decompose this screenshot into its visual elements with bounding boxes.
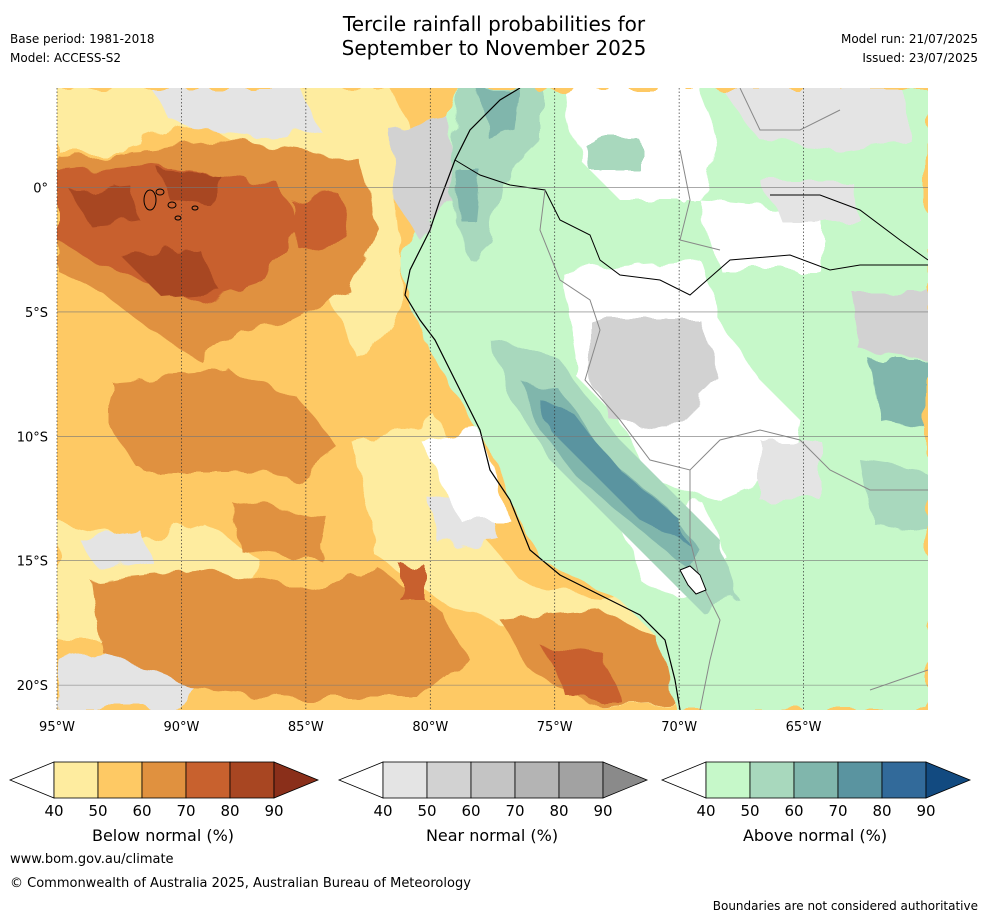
- longitude-label: 70°W: [661, 720, 697, 735]
- colorbar-segment: [705, 761, 751, 799]
- colorbar-segment: [97, 761, 143, 799]
- amazon-river: [454, 159, 928, 296]
- title-line-1: Tercile rainfall probabilities for: [342, 12, 646, 36]
- colorbar-segment: [514, 761, 560, 799]
- colorbar-lower-extend: [660, 761, 707, 799]
- probability-shading: [57, 88, 928, 710]
- colorbar-lower-extend: [337, 761, 384, 799]
- colorbar-tick-label: 70: [505, 802, 524, 820]
- colorbar-tick-label: 80: [220, 802, 239, 820]
- base-period: Base period: 1981-2018: [10, 32, 155, 46]
- colorbar-segment: [749, 761, 795, 799]
- colorbar-tick-label: 90: [264, 802, 283, 820]
- longitude-label: 95°W: [39, 720, 75, 735]
- colorbar-segment: [229, 761, 275, 799]
- colorbar-tick-label: 70: [176, 802, 195, 820]
- colorbar-tick-label: 50: [740, 802, 759, 820]
- colorbar-tick-label: 40: [696, 802, 715, 820]
- latitude-label: 20°S: [17, 679, 48, 694]
- colorbar-tick-label: 90: [593, 802, 612, 820]
- latitude-label: 0°: [33, 182, 48, 197]
- below-normal-colorbar: 40 50 60 70 80 90: [8, 761, 320, 820]
- colorbar-segment: [426, 761, 472, 799]
- above-normal-label: Above normal (%): [742, 826, 888, 845]
- latitude-label: 10°S: [17, 430, 48, 445]
- national-borders: [539, 189, 928, 491]
- colorbar-tick-label: 50: [88, 802, 107, 820]
- colorbar-tick-label: 50: [417, 802, 436, 820]
- coastline: [404, 88, 681, 710]
- colorbar-lower-extend: [8, 761, 55, 799]
- map-title: Tercile rainfall probabilities for Septe…: [0, 12, 988, 60]
- colorbar-tick-label: 70: [828, 802, 847, 820]
- colorbar-segment: [558, 761, 604, 799]
- latitude-labels: 0° 5°S 10°S 15°S 20°S: [17, 182, 48, 695]
- colorbar-segment: [470, 761, 516, 799]
- latitude-label: 5°S: [25, 306, 48, 321]
- colorbar-tick-label: 60: [461, 802, 480, 820]
- copyright-text: © Commonwealth of Australia 2025, Austra…: [10, 876, 471, 891]
- colorbar-segment: [185, 761, 231, 799]
- near-normal-colorbar: 40 50 60 70 80 90: [337, 761, 649, 820]
- longitude-label: 65°W: [786, 720, 822, 735]
- longitude-label: 90°W: [163, 720, 199, 735]
- title-line-2: September to November 2025: [341, 36, 647, 60]
- colorbars: 40 50 60 70 80 90 40 50 60 70 80 90 40 50 60 70 80 90: [8, 761, 972, 820]
- colorbar-segment: [53, 761, 99, 799]
- colorbar-upper-extend: [925, 761, 972, 799]
- colorbar-tick-label: 90: [916, 802, 935, 820]
- colorbar-tick-label: 80: [872, 802, 891, 820]
- colorbar-segment: [382, 761, 428, 799]
- galapagos-islands: [143, 188, 199, 221]
- colorbar-segment: [837, 761, 883, 799]
- longitude-labels: 95°W 90°W 85°W 80°W 75°W 70°W 65°W: [39, 720, 822, 735]
- near-normal-label: Near normal (%): [425, 826, 559, 845]
- colorbar-segment: [881, 761, 927, 799]
- longitude-label: 80°W: [412, 720, 448, 735]
- colorbar-tick-label: 60: [784, 802, 803, 820]
- colorbar-tick-label: 60: [132, 802, 151, 820]
- latitude-label: 15°S: [17, 555, 48, 570]
- colorbar-tick-label: 40: [44, 802, 63, 820]
- below-normal-label: Below normal (%): [91, 826, 235, 845]
- colorbar-upper-extend: [602, 761, 649, 799]
- map-frame: [57, 88, 928, 710]
- lake-titicaca: [679, 565, 707, 595]
- colorbar-segment: [793, 761, 839, 799]
- model-run-date: Model run: 21/07/2025: [840, 32, 978, 46]
- colorbar-tick-label: 40: [373, 802, 392, 820]
- above-normal-colorbar: 40 50 60 70 80 90: [660, 761, 972, 820]
- colorbar-tick-label: 80: [549, 802, 568, 820]
- longitude-label: 75°W: [537, 720, 573, 735]
- gridlines: [56, 88, 928, 710]
- issued-date: Issued: 23/07/2025: [862, 51, 978, 65]
- disclaimer-text: Boundaries are not considered authoritat…: [712, 899, 978, 913]
- website-link[interactable]: www.bom.gov.au/climate: [10, 852, 174, 867]
- longitude-label: 85°W: [288, 720, 324, 735]
- colorbar-segment: [141, 761, 187, 799]
- model-name: Model: ACCESS-S2: [10, 51, 122, 65]
- colorbar-upper-extend: [273, 761, 320, 799]
